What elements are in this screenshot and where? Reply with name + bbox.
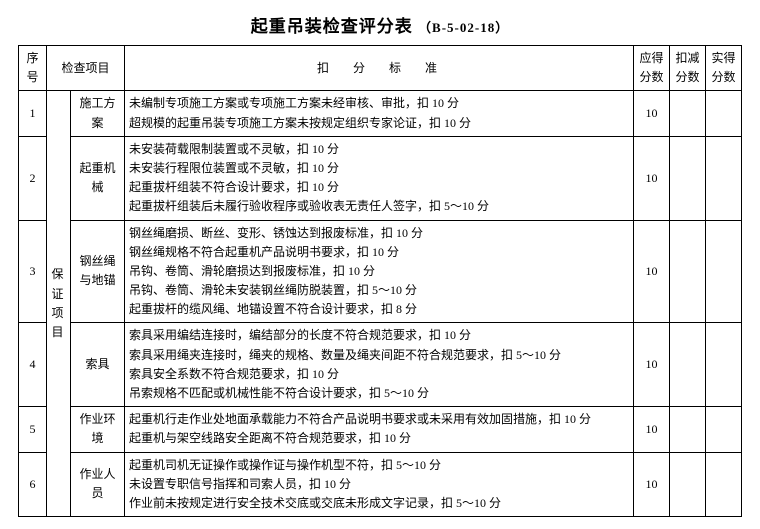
cell-seq: 2 [19, 136, 47, 220]
cell-criteria: 钢丝绳磨损、断丝、变形、锈蚀达到报废标准，扣 10 分钢丝绳规格不符合起重机产品… [125, 220, 634, 323]
hdr-seq: 序号 [19, 46, 47, 91]
cell-ded [670, 407, 706, 452]
cell-category: 保证项目 [47, 91, 71, 517]
cell-ded [670, 136, 706, 220]
cell-due: 10 [634, 136, 670, 220]
table-row: 6 作业人员起重机司机无证操作或操作证与操作机型不符，扣 5～10 分未设置专职信… [19, 452, 742, 517]
cell-seq: 1 [19, 91, 47, 136]
cell-criteria: 索具采用编结连接时，编结部分的长度不符合规范要求，扣 10 分索具采用绳夹连接时… [125, 323, 634, 407]
hdr-act: 实得分数 [706, 46, 742, 91]
cell-ded [670, 323, 706, 407]
cell-seq: 3 [19, 220, 47, 323]
cell-criteria: 未编制专项施工方案或专项施工方案未经审核、审批，扣 10 分超规模的起重吊装专项… [125, 91, 634, 136]
cell-act [706, 220, 742, 323]
hdr-ded: 扣减分数 [670, 46, 706, 91]
cell-ded [670, 220, 706, 323]
cell-due: 10 [634, 220, 670, 323]
hdr-insp: 检查项目 [47, 46, 125, 91]
hdr-crit: 扣分标准 [125, 46, 634, 91]
table-row: 5 作业环境起重机行走作业处地面承载能力不符合产品说明书要求或未采用有效加固措施，… [19, 407, 742, 452]
cell-act [706, 452, 742, 517]
table-row: 3 钢丝绳与地锚钢丝绳磨损、断丝、变形、锈蚀达到报废标准，扣 10 分钢丝绳规格不… [19, 220, 742, 323]
title-code: （B-5-02-18） [418, 20, 509, 35]
cell-due: 10 [634, 452, 670, 517]
cell-ded [670, 91, 706, 136]
page-title: 起重吊装检查评分表 （B-5-02-18） [18, 12, 742, 37]
hdr-due: 应得分数 [634, 46, 670, 91]
cell-act [706, 136, 742, 220]
cell-item: 起重机械 [71, 136, 125, 220]
title-main: 起重吊装检查评分表 [251, 17, 413, 36]
table-row: 4 索具索具采用编结连接时，编结部分的长度不符合规范要求，扣 10 分索具采用绳夹… [19, 323, 742, 407]
cell-criteria: 起重机司机无证操作或操作证与操作机型不符，扣 5～10 分未设置专职信号指挥和司… [125, 452, 634, 517]
cell-ded [670, 452, 706, 517]
cell-act [706, 407, 742, 452]
cell-seq: 6 [19, 452, 47, 517]
cell-item: 施工方案 [71, 91, 125, 136]
score-table: 序号 检查项目 扣分标准 应得分数 扣减分数 实得分数 1保证项目施工方案未编制… [18, 45, 742, 517]
cell-seq: 5 [19, 407, 47, 452]
header-row: 序号 检查项目 扣分标准 应得分数 扣减分数 实得分数 [19, 46, 742, 91]
cell-item: 钢丝绳与地锚 [71, 220, 125, 323]
table-row: 1保证项目施工方案未编制专项施工方案或专项施工方案未经审核、审批，扣 10 分超… [19, 91, 742, 136]
cell-due: 10 [634, 407, 670, 452]
cell-item: 索具 [71, 323, 125, 407]
cell-seq: 4 [19, 323, 47, 407]
cell-criteria: 未安装荷载限制装置或不灵敏，扣 10 分未安装行程限位装置或不灵敏，扣 10 分… [125, 136, 634, 220]
cell-criteria: 起重机行走作业处地面承载能力不符合产品说明书要求或未采用有效加固措施，扣 10 … [125, 407, 634, 452]
cell-act [706, 323, 742, 407]
cell-item: 作业环境 [71, 407, 125, 452]
cell-act [706, 91, 742, 136]
cell-due: 10 [634, 323, 670, 407]
table-row: 2 起重机械未安装荷载限制装置或不灵敏，扣 10 分未安装行程限位装置或不灵敏，扣… [19, 136, 742, 220]
cell-due: 10 [634, 91, 670, 136]
cell-item: 作业人员 [71, 452, 125, 517]
